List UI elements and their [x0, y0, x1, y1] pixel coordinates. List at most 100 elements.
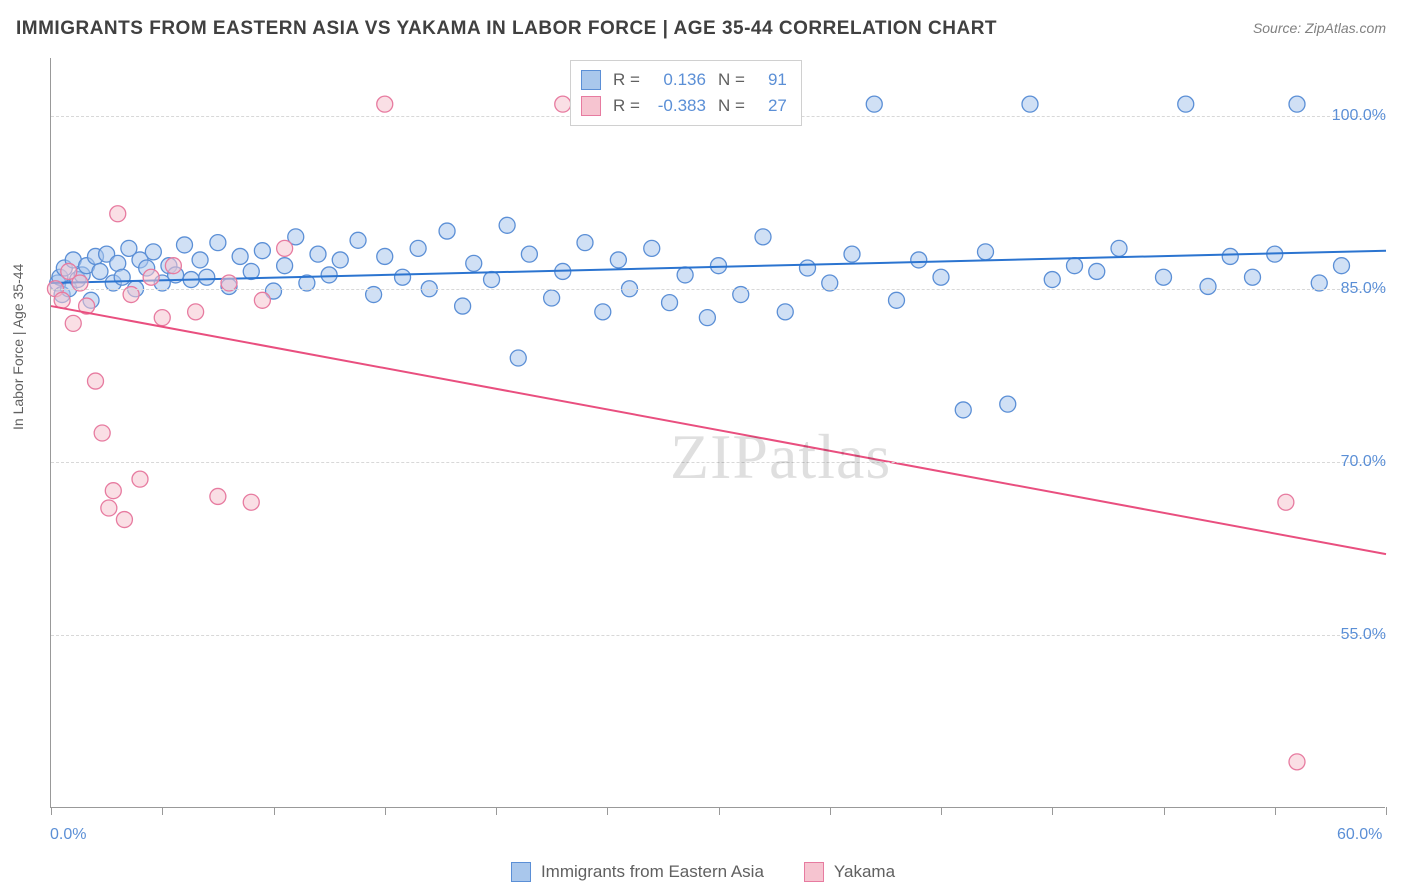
scatter-point [1178, 96, 1194, 112]
scatter-point [1289, 96, 1305, 112]
x-tick [385, 807, 386, 815]
y-tick-label: 100.0% [1332, 107, 1386, 125]
x-tick [1164, 807, 1165, 815]
scatter-point [510, 350, 526, 366]
scatter-point [88, 373, 104, 389]
scatter-point [544, 290, 560, 306]
scatter-point [755, 229, 771, 245]
scatter-point [699, 310, 715, 326]
x-tick [274, 807, 275, 815]
legend-swatch [581, 70, 601, 90]
legend-item: Immigrants from Eastern Asia [511, 862, 764, 882]
legend-swatch [804, 862, 824, 882]
scatter-point [911, 252, 927, 268]
legend-label: Yakama [834, 862, 895, 882]
stat-legend-row: R = 0.136 N = 91 [581, 67, 787, 93]
scatter-point [114, 269, 130, 285]
scatter-point [410, 240, 426, 256]
x-tick [1275, 807, 1276, 815]
chart-title: IMMIGRANTS FROM EASTERN ASIA VS YAKAMA I… [16, 18, 997, 40]
legend-item: Yakama [804, 862, 895, 882]
scatter-point [466, 255, 482, 271]
gridline-h [51, 635, 1385, 636]
n-value: 27 [757, 93, 787, 119]
x-tick [1386, 807, 1387, 815]
scatter-point [105, 483, 121, 499]
scatter-point [844, 246, 860, 262]
x-tick [1052, 807, 1053, 815]
scatter-point [110, 206, 126, 222]
scatter-point [143, 269, 159, 285]
x-tick [162, 807, 163, 815]
scatter-point [1000, 396, 1016, 412]
x-tick [607, 807, 608, 815]
gridline-h [51, 289, 1385, 290]
scatter-point [254, 292, 270, 308]
r-value: 0.136 [652, 67, 706, 93]
scatter-point [978, 244, 994, 260]
scatter-point [210, 235, 226, 251]
scatter-point [1067, 258, 1083, 274]
scatter-point [350, 232, 366, 248]
scatter-point [1022, 96, 1038, 112]
scatter-point [188, 304, 204, 320]
legend-swatch [511, 862, 531, 882]
scatter-point [866, 96, 882, 112]
scatter-point [1334, 258, 1350, 274]
scatter-point [455, 298, 471, 314]
y-tick-label: 55.0% [1341, 626, 1386, 644]
source-attribution: Source: ZipAtlas.com [1253, 20, 1386, 36]
scatter-point [277, 240, 293, 256]
scatter-point [210, 488, 226, 504]
plot-area [50, 58, 1385, 808]
x-tick-label: 0.0% [50, 826, 86, 844]
scatter-point [933, 269, 949, 285]
scatter-point [521, 246, 537, 262]
scatter-point [94, 425, 110, 441]
chart-svg [51, 58, 1385, 807]
y-tick-label: 70.0% [1341, 453, 1386, 471]
scatter-point [116, 512, 132, 528]
scatter-point [955, 402, 971, 418]
scatter-point [1289, 754, 1305, 770]
r-label: R = [613, 93, 640, 119]
legend-label: Immigrants from Eastern Asia [541, 862, 764, 882]
scatter-point [1278, 494, 1294, 510]
scatter-point [321, 267, 337, 283]
scatter-point [277, 258, 293, 274]
scatter-point [395, 269, 411, 285]
scatter-point [484, 272, 500, 288]
scatter-point [65, 315, 81, 331]
scatter-point [577, 235, 593, 251]
scatter-point [595, 304, 611, 320]
regression-line [51, 306, 1386, 554]
series-legend: Immigrants from Eastern Asia Yakama [0, 862, 1406, 882]
n-label: N = [718, 67, 745, 93]
scatter-point [644, 240, 660, 256]
scatter-point [1245, 269, 1261, 285]
scatter-point [439, 223, 455, 239]
scatter-point [243, 494, 259, 510]
scatter-point [177, 237, 193, 253]
y-axis-label: In Labor Force | Age 35-44 [10, 264, 26, 430]
scatter-point [555, 96, 571, 112]
scatter-point [677, 267, 693, 283]
scatter-point [332, 252, 348, 268]
scatter-point [254, 243, 270, 259]
scatter-point [1156, 269, 1172, 285]
scatter-point [145, 244, 161, 260]
scatter-point [377, 96, 393, 112]
scatter-point [310, 246, 326, 262]
r-label: R = [613, 67, 640, 93]
scatter-point [232, 248, 248, 264]
scatter-point [1222, 248, 1238, 264]
scatter-point [1089, 263, 1105, 279]
n-label: N = [718, 93, 745, 119]
scatter-point [889, 292, 905, 308]
x-tick [51, 807, 52, 815]
scatter-point [199, 269, 215, 285]
n-value: 91 [757, 67, 787, 93]
scatter-point [1111, 240, 1127, 256]
x-tick-label: 60.0% [1337, 826, 1382, 844]
scatter-point [711, 258, 727, 274]
